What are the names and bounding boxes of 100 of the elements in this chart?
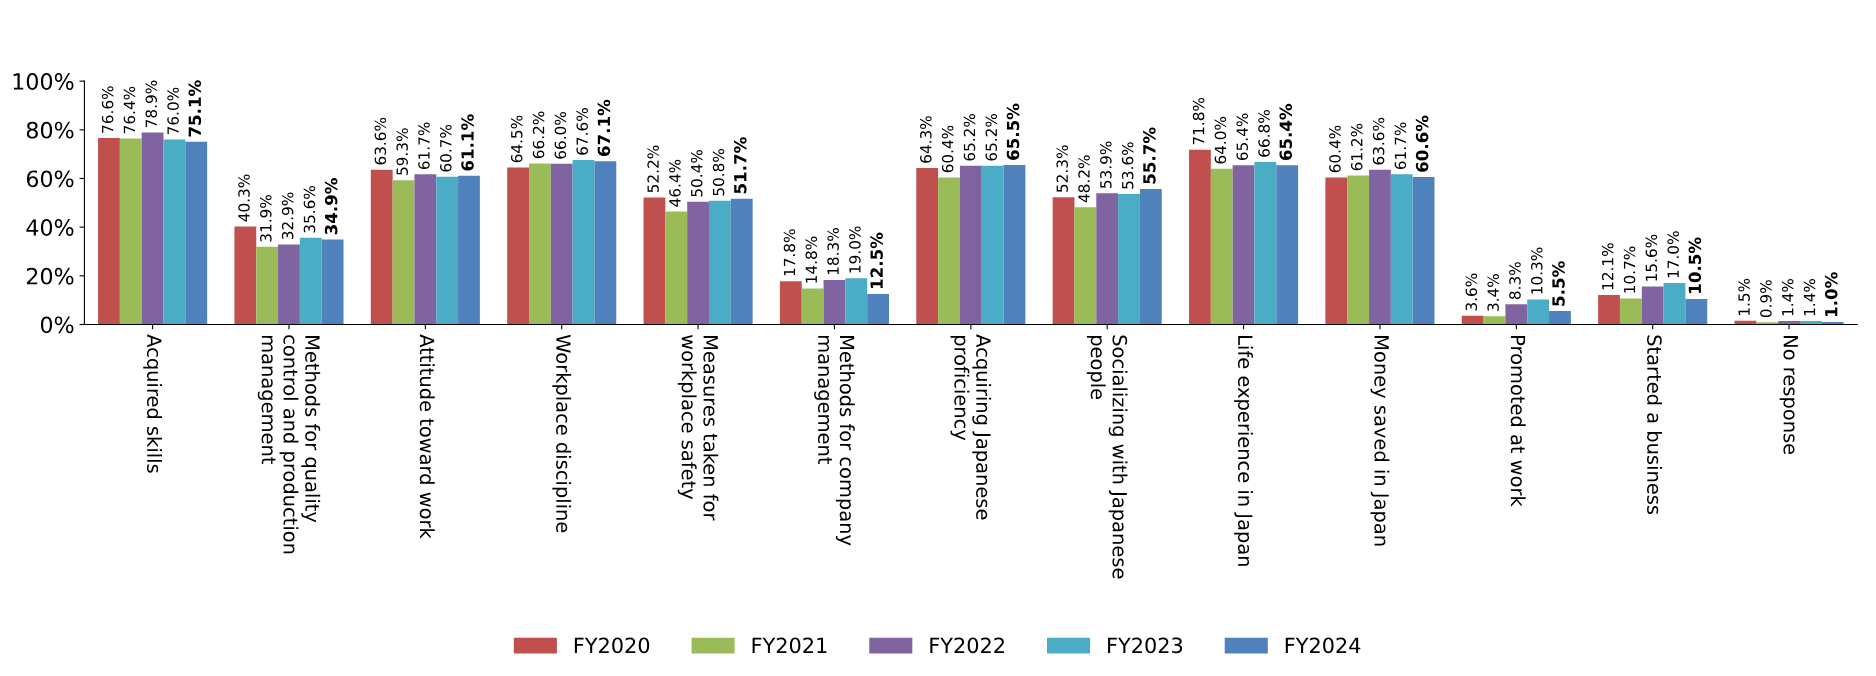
bar	[1390, 174, 1413, 325]
bar	[938, 177, 960, 325]
bar	[1461, 315, 1484, 325]
data-label: 15.6%	[1645, 234, 1658, 281]
x-tick-label: Acquiring Japanese proficiency	[950, 334, 992, 520]
bar	[801, 288, 824, 325]
bar	[1276, 165, 1299, 325]
bar	[1003, 165, 1026, 325]
bar	[1052, 197, 1075, 325]
bar	[709, 200, 731, 325]
data-label: 1.4%	[1781, 278, 1794, 316]
bar	[119, 138, 142, 325]
bar	[1074, 207, 1097, 325]
data-label: 50.4%	[690, 149, 703, 197]
legend-label: FY2020	[574, 637, 650, 654]
data-label: 67.6%	[576, 108, 588, 155]
x-tick-label: Promoted at work	[1510, 336, 1526, 507]
x-tick-label: Measures taken for workplace safety	[677, 335, 719, 521]
data-label: 53.6%	[1121, 142, 1134, 189]
bar	[1527, 299, 1550, 325]
data-label: 10.7%	[1623, 246, 1636, 293]
x-tick-label: Attitude toward work	[419, 334, 435, 539]
bar	[1505, 304, 1528, 325]
bar	[730, 198, 753, 325]
y-tick-label: 40%	[26, 219, 74, 236]
bar	[550, 163, 573, 325]
bar	[436, 176, 459, 325]
y-tick-label: 20%	[26, 267, 74, 285]
data-label: 3.4%	[1487, 274, 1499, 311]
bar	[1189, 149, 1211, 325]
data-label: 55.7%	[1143, 127, 1156, 184]
data-label: 60.4%	[1329, 125, 1341, 173]
data-label: 66.8%	[1258, 110, 1270, 157]
x-tick-label: Life experience in Japan	[1234, 336, 1253, 566]
data-label: 78.9%	[145, 80, 158, 128]
data-label: 63.6%	[374, 117, 387, 165]
data-label: 14.8%	[805, 236, 818, 283]
bar	[392, 180, 415, 325]
bar	[1598, 295, 1620, 325]
data-label: 40.3%	[238, 174, 250, 222]
bar	[981, 165, 1004, 325]
x-tick-label: Workplace discipline	[552, 334, 572, 533]
data-label: 76.0%	[167, 87, 179, 135]
data-label: 61.1%	[461, 114, 474, 171]
x-tick-label: Started a business	[1647, 335, 1663, 515]
data-label: 65.2%	[985, 113, 998, 161]
bar	[1549, 311, 1571, 325]
bar	[321, 239, 344, 325]
data-label: 64.3%	[920, 116, 932, 163]
bar	[299, 237, 322, 325]
x-tick-label: Acquired skills	[143, 334, 163, 473]
bar	[141, 132, 164, 325]
bar	[845, 278, 868, 325]
data-label: 76.4%	[123, 86, 136, 134]
bar	[572, 159, 595, 325]
data-label: 5.5%	[1552, 261, 1565, 306]
data-label: 65.2%	[963, 113, 976, 161]
bar	[1254, 161, 1277, 325]
data-label: 71.8%	[1192, 97, 1205, 145]
data-label: 34.9%	[324, 178, 338, 235]
data-label: 65.4%	[1236, 113, 1248, 161]
bar	[1347, 175, 1370, 325]
data-label: 60.7%	[440, 124, 452, 172]
bar	[1232, 165, 1255, 325]
data-label: 17.8%	[783, 229, 796, 276]
data-label: 8.3%	[1509, 262, 1521, 300]
bar	[234, 226, 257, 325]
data-label: 19.0%	[849, 226, 861, 273]
bar	[1412, 177, 1435, 325]
data-label: 64.5%	[510, 115, 523, 163]
bar	[1756, 322, 1779, 325]
bar	[370, 169, 393, 325]
bar	[507, 167, 529, 325]
bar	[1483, 316, 1506, 325]
legend-label: FY2023	[1108, 637, 1183, 654]
bar	[98, 138, 120, 325]
data-label: 0.9%	[1760, 280, 1772, 318]
bar	[1641, 286, 1664, 325]
bar	[643, 197, 666, 325]
data-label: 35.6%	[303, 185, 316, 233]
bar	[687, 201, 709, 325]
data-label: 12.5%	[870, 232, 883, 289]
bar	[594, 161, 617, 325]
legend-label: FY2021	[752, 637, 827, 654]
x-tick-label: No response	[1779, 336, 1798, 455]
data-label: 61.7%	[418, 122, 430, 170]
bar	[916, 168, 939, 325]
data-label: 64.0%	[1214, 116, 1227, 164]
bar	[1685, 298, 1708, 325]
bar	[163, 139, 186, 325]
y-tick-label: 60%	[26, 170, 74, 188]
data-label: 76.6%	[101, 86, 114, 133]
data-label: 67.1%	[597, 99, 611, 156]
bar	[185, 141, 208, 325]
x-tick-label: Methods for company management	[814, 335, 855, 546]
data-label: 60.6%	[1415, 115, 1429, 172]
data-label: 61.2%	[1351, 123, 1363, 171]
bar	[1139, 188, 1162, 325]
bar	[1325, 177, 1348, 325]
y-tick-label: 0%	[40, 316, 74, 334]
